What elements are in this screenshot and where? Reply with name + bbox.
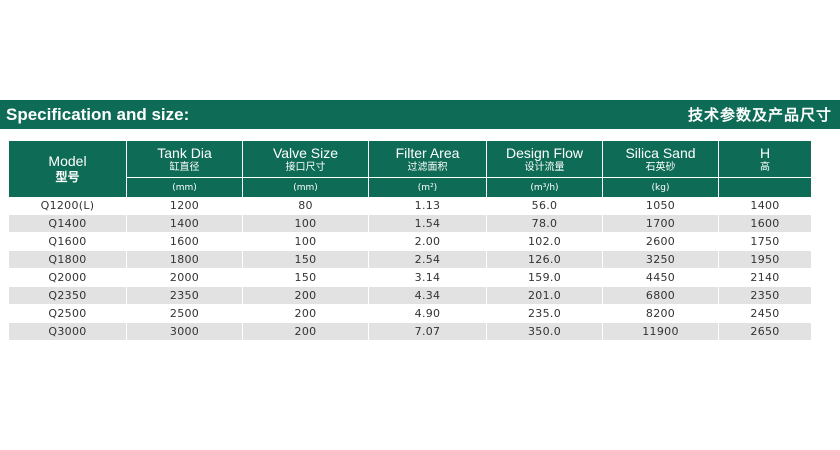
- table-cell: 1950: [719, 251, 811, 269]
- header-label-en: Filter Area: [395, 144, 460, 161]
- table-cell: 2140: [719, 269, 811, 287]
- table-row: Q3000 3000 200 7.07 350.0 11900 2650: [9, 323, 811, 341]
- header-label-cn: 石英砂: [645, 161, 676, 173]
- table-cell: 1600: [719, 215, 811, 233]
- header-tank-dia: Tank Dia 缸直径: [127, 141, 243, 178]
- table-cell: 1400: [719, 197, 811, 215]
- table-cell: 2450: [719, 305, 811, 323]
- table-row: Q2000 2000 150 3.14 159.0 4450 2140: [9, 269, 811, 287]
- banner-title-cn: 技术参数及产品尺寸: [687, 106, 832, 124]
- table-cell: 1750: [719, 233, 811, 251]
- model-cell: Q2350: [9, 287, 127, 305]
- table-cell: 2650: [719, 323, 811, 341]
- table-row: Q1200(L) 1200 80 1.13 56.0 1050 1400: [9, 197, 811, 215]
- table-cell: 2.54: [369, 251, 487, 269]
- table-cell: 1400: [127, 215, 243, 233]
- table-cell: 150: [243, 251, 369, 269]
- unit-label: (m³/h): [487, 178, 603, 197]
- spec-banner: Specification and size: 技术参数及产品尺寸: [0, 100, 840, 129]
- table-cell: 1200: [127, 197, 243, 215]
- table-cell: 3000: [127, 323, 243, 341]
- header-design-flow: Design Flow 设计流量: [487, 141, 603, 178]
- header-model-cn: 型号: [55, 170, 80, 184]
- table-cell: 7.07: [369, 323, 487, 341]
- table-cell: 201.0: [487, 287, 603, 305]
- spec-table-body: Q1200(L) 1200 80 1.13 56.0 1050 1400 Q1400 1400 1…: [9, 197, 811, 341]
- table-cell: 4450: [603, 269, 719, 287]
- header-valve-size: Valve Size 接口尺寸: [243, 141, 369, 178]
- table-cell: 200: [243, 305, 369, 323]
- table-cell: 3.14: [369, 269, 487, 287]
- model-cell: Q1800: [9, 251, 127, 269]
- banner-title-en: Specification and size:: [6, 104, 190, 124]
- table-row: Q2350 2350 200 4.34 201.0 6800 2350: [9, 287, 811, 305]
- header-label-cn: 高: [760, 161, 770, 173]
- table-cell: 8200: [603, 305, 719, 323]
- table-cell: 1700: [603, 215, 719, 233]
- model-cell: Q1600: [9, 233, 127, 251]
- unit-label: (m²): [369, 178, 487, 197]
- table-cell: 80: [243, 197, 369, 215]
- model-cell: Q2000: [9, 269, 127, 287]
- table-cell: 4.34: [369, 287, 487, 305]
- header-label-en: Valve Size: [272, 144, 339, 161]
- unit-label: (kg): [603, 178, 719, 197]
- table-cell: 56.0: [487, 197, 603, 215]
- table-cell: 1800: [127, 251, 243, 269]
- unit-label: (mm): [243, 178, 369, 197]
- table-row: Q1400 1400 100 1.54 78.0 1700 1600: [9, 215, 811, 233]
- header-label-en: Tank Dia: [157, 144, 212, 161]
- table-cell: 6800: [603, 287, 719, 305]
- table-cell: 126.0: [487, 251, 603, 269]
- header-label-cn: 过滤面积: [407, 161, 448, 173]
- table-cell: 159.0: [487, 269, 603, 287]
- model-cell: Q1200(L): [9, 197, 127, 215]
- table-cell: 2350: [719, 287, 811, 305]
- table-cell: 2600: [603, 233, 719, 251]
- table-cell: 1.54: [369, 215, 487, 233]
- table-row: Q1600 1600 100 2.00 102.0 2600 1750: [9, 233, 811, 251]
- header-label-en: Design Flow: [505, 144, 584, 161]
- model-cell: Q2500: [9, 305, 127, 323]
- unit-label: (mm): [127, 178, 243, 197]
- header-height: H 高: [719, 141, 811, 178]
- table-cell: 2.00: [369, 233, 487, 251]
- header-label-cn: 缸直径: [169, 161, 200, 173]
- table-cell: 200: [243, 323, 369, 341]
- table-cell: 1600: [127, 233, 243, 251]
- table-cell: 102.0: [487, 233, 603, 251]
- table-cell: 350.0: [487, 323, 603, 341]
- header-filter-area: Filter Area 过滤面积: [369, 141, 487, 178]
- table-cell: 235.0: [487, 305, 603, 323]
- table-cell: 11900: [603, 323, 719, 341]
- table-cell: 100: [243, 215, 369, 233]
- table-cell: 2350: [127, 287, 243, 305]
- table-cell: 2000: [127, 269, 243, 287]
- header-label-en: Silica Sand: [625, 144, 696, 161]
- header-label-en: H: [759, 144, 771, 161]
- header-silica-sand: Silica Sand 石英砂: [603, 141, 719, 178]
- model-cell: Q3000: [9, 323, 127, 341]
- table-row: Q2500 2500 200 4.90 235.0 8200 2450: [9, 305, 811, 323]
- header-label-cn: 设计流量: [524, 161, 565, 173]
- table-cell: 78.0: [487, 215, 603, 233]
- table-cell: 200: [243, 287, 369, 305]
- unit-label: [719, 178, 811, 197]
- spec-table: Model 型号 Tank Dia 缸直径 Valve Size 接口尺寸 Fi…: [9, 141, 811, 341]
- table-cell: 3250: [603, 251, 719, 269]
- table-cell: 4.90: [369, 305, 487, 323]
- model-cell: Q1400: [9, 215, 127, 233]
- table-cell: 2500: [127, 305, 243, 323]
- header-label-cn: 接口尺寸: [285, 161, 326, 173]
- table-cell: 150: [243, 269, 369, 287]
- table-cell: 100: [243, 233, 369, 251]
- header-model: Model 型号: [9, 141, 127, 197]
- table-row: Q1800 1800 150 2.54 126.0 3250 1950: [9, 251, 811, 269]
- table-cell: 1.13: [369, 197, 487, 215]
- table-cell: 1050: [603, 197, 719, 215]
- header-model-en: Model: [48, 153, 87, 169]
